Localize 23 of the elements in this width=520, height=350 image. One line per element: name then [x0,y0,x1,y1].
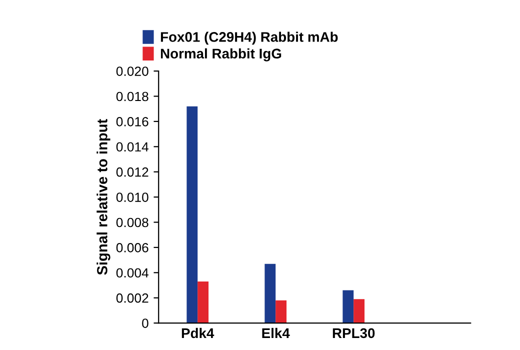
y-tick-label: 0.020 [116,66,148,76]
x-tick-label: RPL30 [332,328,375,338]
bar [276,300,287,324]
y-axis-title: Signal relative to input [96,119,110,275]
legend-label: Normal Rabbit IgG [160,48,282,62]
y-tick-label: 0.018 [116,92,148,102]
x-tick-label: Pdk4 [182,328,214,338]
y-tick-label: 0 [142,318,148,328]
y-tick-label: 0.004 [116,268,148,278]
y-tick-label: 0.008 [116,218,148,228]
y-tick-label: 0.002 [116,293,148,303]
x-tick-label: Elk4 [262,328,290,338]
legend-label: Fox01 (C29H4) Rabbit mAb [160,32,338,45]
y-tick-label: 0.010 [116,192,148,202]
y-tick-label: 0.014 [116,142,148,152]
y-tick-label: 0.006 [116,243,148,252]
bar [342,290,354,324]
y-tick-label: 0.012 [116,167,148,177]
bar [264,264,276,324]
bar [186,106,198,324]
y-tick-label: 0.016 [116,117,148,126]
bar [354,299,365,324]
bar [198,281,209,324]
